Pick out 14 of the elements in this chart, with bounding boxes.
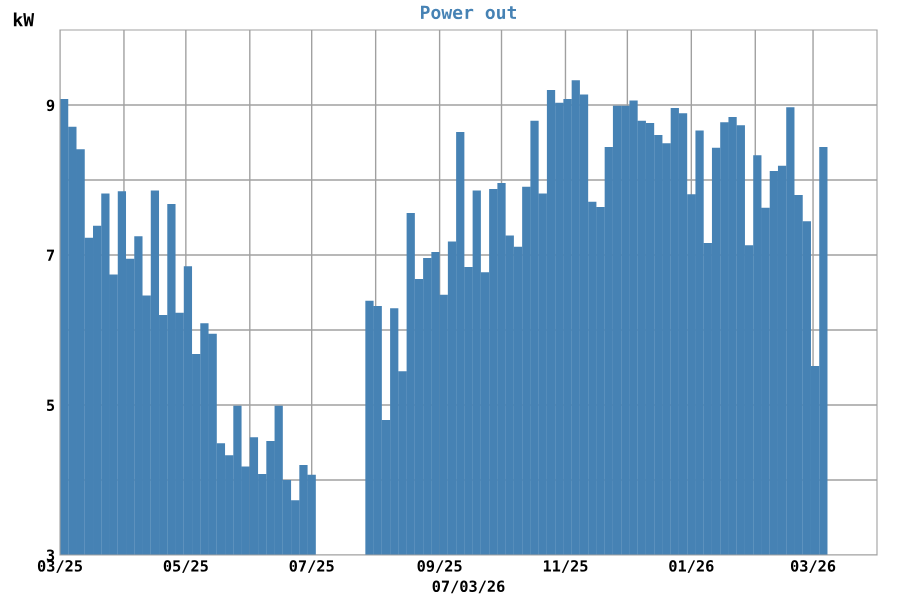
y-tick-label: 5 bbox=[47, 400, 54, 412]
y-axis-title: kW bbox=[14, 12, 34, 26]
chart-title: Power out bbox=[421, 6, 516, 20]
y-tick-label: 3 bbox=[46, 549, 54, 562]
y-tick-label: 7 bbox=[46, 250, 54, 261]
x-tick-label: 01/26 bbox=[669, 560, 714, 573]
x-axis-title: 07/03/26 bbox=[432, 580, 504, 594]
x-tick-label: 03/26 bbox=[790, 560, 836, 573]
x-tick-label: 11/25 bbox=[544, 560, 588, 573]
x-tick-label: 05/25 bbox=[164, 560, 208, 573]
x-tick-label: 03/25 bbox=[38, 560, 82, 573]
y-tick-label: 9 bbox=[46, 100, 54, 112]
x-tick-label: 07/25 bbox=[290, 560, 334, 573]
x-tick-label: 09/25 bbox=[418, 560, 462, 573]
